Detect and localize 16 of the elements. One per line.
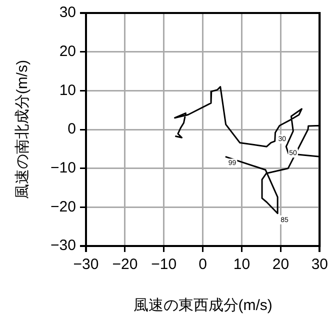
x-tick-label: −10 — [151, 256, 177, 274]
y-tick-label: −30 — [50, 237, 76, 254]
y-tick-label: −20 — [50, 198, 76, 216]
x-tick-label: 20 — [272, 256, 290, 274]
y-axis-title: 風速の南北成分(m/s) — [14, 60, 32, 200]
y-tick-label: 0 — [68, 120, 76, 138]
x-tick-label: 0 — [198, 256, 207, 274]
x-axis-title: 風速の東西成分(m/s) — [133, 297, 272, 314]
y-tick-label: 20 — [59, 42, 76, 60]
y-tick-label: 30 — [59, 4, 76, 22]
x-tick-label: −30 — [73, 256, 99, 274]
x-tick-label: 30 — [311, 256, 328, 274]
x-tick-label: −20 — [112, 256, 138, 274]
y-tick-label: 10 — [59, 82, 76, 99]
x-tick-label: 10 — [233, 256, 250, 274]
y-tick-label: −10 — [50, 159, 76, 176]
